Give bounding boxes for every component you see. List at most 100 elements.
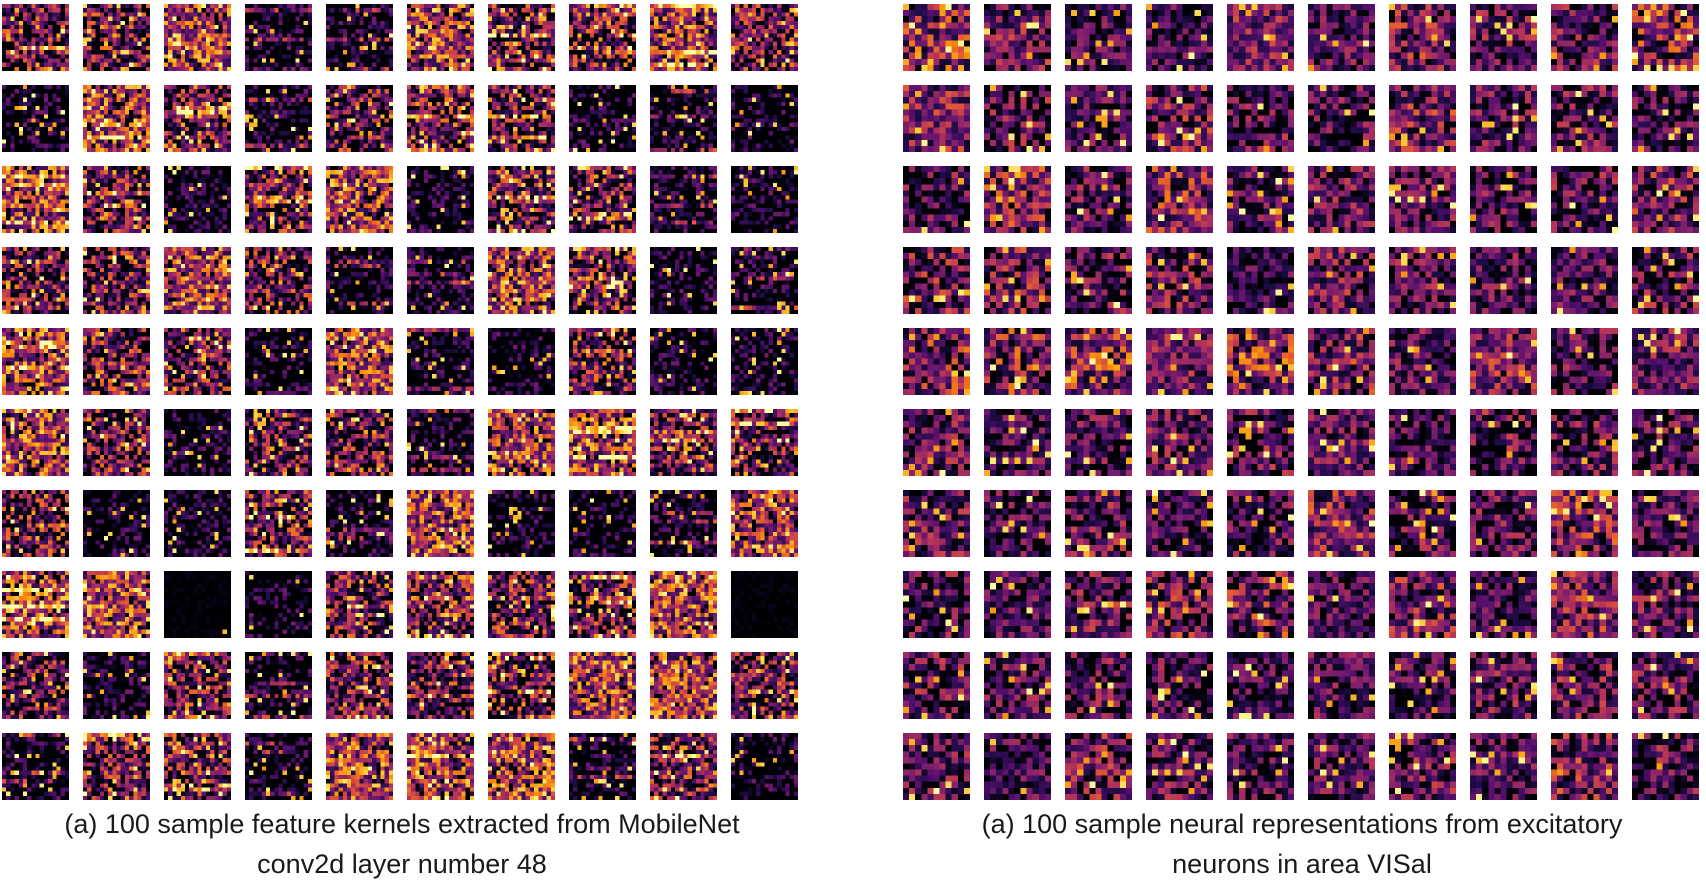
neural-representation-tile — [1065, 733, 1132, 800]
feature-kernel-tile — [326, 328, 393, 395]
feature-kernel-tile — [569, 247, 636, 314]
neural-representation-tile — [1551, 247, 1618, 314]
feature-kernel-tile — [488, 166, 555, 233]
feature-kernel-tile — [83, 4, 150, 71]
feature-kernel-tile — [488, 4, 555, 71]
neural-representation-tile — [1470, 409, 1537, 476]
feature-kernel-tile — [2, 571, 69, 638]
feature-kernel-tile — [245, 166, 312, 233]
feature-kernel-tile — [569, 85, 636, 152]
left-caption: (a) 100 sample feature kernels extracted… — [0, 804, 804, 884]
feature-kernel-tile — [245, 4, 312, 71]
feature-kernel-tile — [650, 4, 717, 71]
feature-kernel-tile — [731, 4, 798, 71]
feature-kernel-tile — [164, 247, 231, 314]
neural-representation-tile — [1389, 247, 1456, 314]
neural-representation-tile — [1146, 490, 1213, 557]
neural-representation-tile — [903, 652, 970, 719]
neural-representation-tile — [984, 571, 1051, 638]
neural-representation-tile — [1227, 733, 1294, 800]
feature-kernel-tile — [407, 409, 474, 476]
neural-representation-tile — [1632, 247, 1699, 314]
feature-kernel-tile — [326, 652, 393, 719]
feature-kernel-tile — [326, 247, 393, 314]
neural-representation-tile — [1227, 247, 1294, 314]
neural-representation-tile — [1551, 166, 1618, 233]
feature-kernel-tile — [569, 328, 636, 395]
neural-representation-tile — [1308, 733, 1375, 800]
feature-kernel-tile — [569, 490, 636, 557]
neural-representation-tile — [1389, 166, 1456, 233]
neural-representation-tile — [1146, 571, 1213, 638]
feature-kernel-tile — [245, 733, 312, 800]
neural-representation-tile — [984, 328, 1051, 395]
feature-kernel-tile — [650, 652, 717, 719]
neural-representation-tile — [1470, 85, 1537, 152]
neural-representation-tile — [1632, 409, 1699, 476]
left-caption-line2: conv2d layer number 48 — [257, 849, 547, 879]
feature-kernel-tile — [83, 166, 150, 233]
feature-kernel-tile — [650, 166, 717, 233]
neural-representation-tile — [1551, 733, 1618, 800]
feature-kernel-tile — [164, 166, 231, 233]
feature-kernel-tile — [164, 490, 231, 557]
neural-representation-tile — [1146, 652, 1213, 719]
neural-representation-tile — [1389, 409, 1456, 476]
feature-kernel-tile — [83, 652, 150, 719]
neural-representation-tile — [903, 328, 970, 395]
neural-representation-tile — [984, 733, 1051, 800]
neural-representation-tile — [1227, 85, 1294, 152]
right-caption: (a) 100 sample neural representations fr… — [900, 804, 1704, 884]
feature-kernel-tile — [326, 571, 393, 638]
feature-kernel-tile — [731, 733, 798, 800]
neural-representation-tile — [1146, 4, 1213, 71]
neural-representation-tile — [1308, 85, 1375, 152]
neural-representation-tile — [903, 4, 970, 71]
feature-kernel-tile — [326, 490, 393, 557]
feature-kernel-tile — [488, 409, 555, 476]
neural-representation-tile — [1632, 166, 1699, 233]
feature-kernel-tile — [164, 652, 231, 719]
feature-kernel-tile — [731, 247, 798, 314]
feature-kernel-tile — [326, 4, 393, 71]
neural-representation-tile — [1632, 490, 1699, 557]
neural-representation-tile — [1308, 247, 1375, 314]
neural-representation-tile — [1551, 490, 1618, 557]
neural-representation-tile — [1065, 571, 1132, 638]
neural-representation-tile — [903, 571, 970, 638]
feature-kernel-tile — [83, 490, 150, 557]
neural-representation-tile — [1389, 490, 1456, 557]
neural-representation-tile — [1308, 4, 1375, 71]
feature-kernel-tile — [488, 247, 555, 314]
neural-representation-tile — [1146, 85, 1213, 152]
neural-representation-tile — [903, 409, 970, 476]
neural-representation-tile — [984, 490, 1051, 557]
feature-kernel-tile — [83, 247, 150, 314]
feature-kernel-tile — [83, 409, 150, 476]
neural-representation-tile — [1389, 652, 1456, 719]
neural-representation-tile — [1632, 4, 1699, 71]
neural-representation-tile — [1470, 733, 1537, 800]
feature-kernel-tile — [650, 409, 717, 476]
feature-kernel-tile — [731, 166, 798, 233]
feature-kernel-tile — [488, 490, 555, 557]
feature-kernel-tile — [569, 4, 636, 71]
neural-representation-tile — [1227, 166, 1294, 233]
neural-representation-tile — [984, 652, 1051, 719]
feature-kernel-tile — [2, 490, 69, 557]
feature-kernel-tile — [650, 571, 717, 638]
neural-representation-tile — [1146, 409, 1213, 476]
neural-representation-tile — [1227, 571, 1294, 638]
neural-representation-tile — [1308, 652, 1375, 719]
neural-representation-tile — [1551, 4, 1618, 71]
feature-kernel-tile — [488, 652, 555, 719]
neural-representation-tile — [1389, 328, 1456, 395]
feature-kernel-tile — [245, 652, 312, 719]
feature-kernel-tile — [245, 571, 312, 638]
feature-kernel-tile — [650, 490, 717, 557]
feature-kernel-tile — [407, 85, 474, 152]
feature-kernel-tile — [650, 328, 717, 395]
neural-representation-tile — [1389, 4, 1456, 71]
feature-kernel-tile — [407, 166, 474, 233]
feature-kernel-tile — [569, 652, 636, 719]
